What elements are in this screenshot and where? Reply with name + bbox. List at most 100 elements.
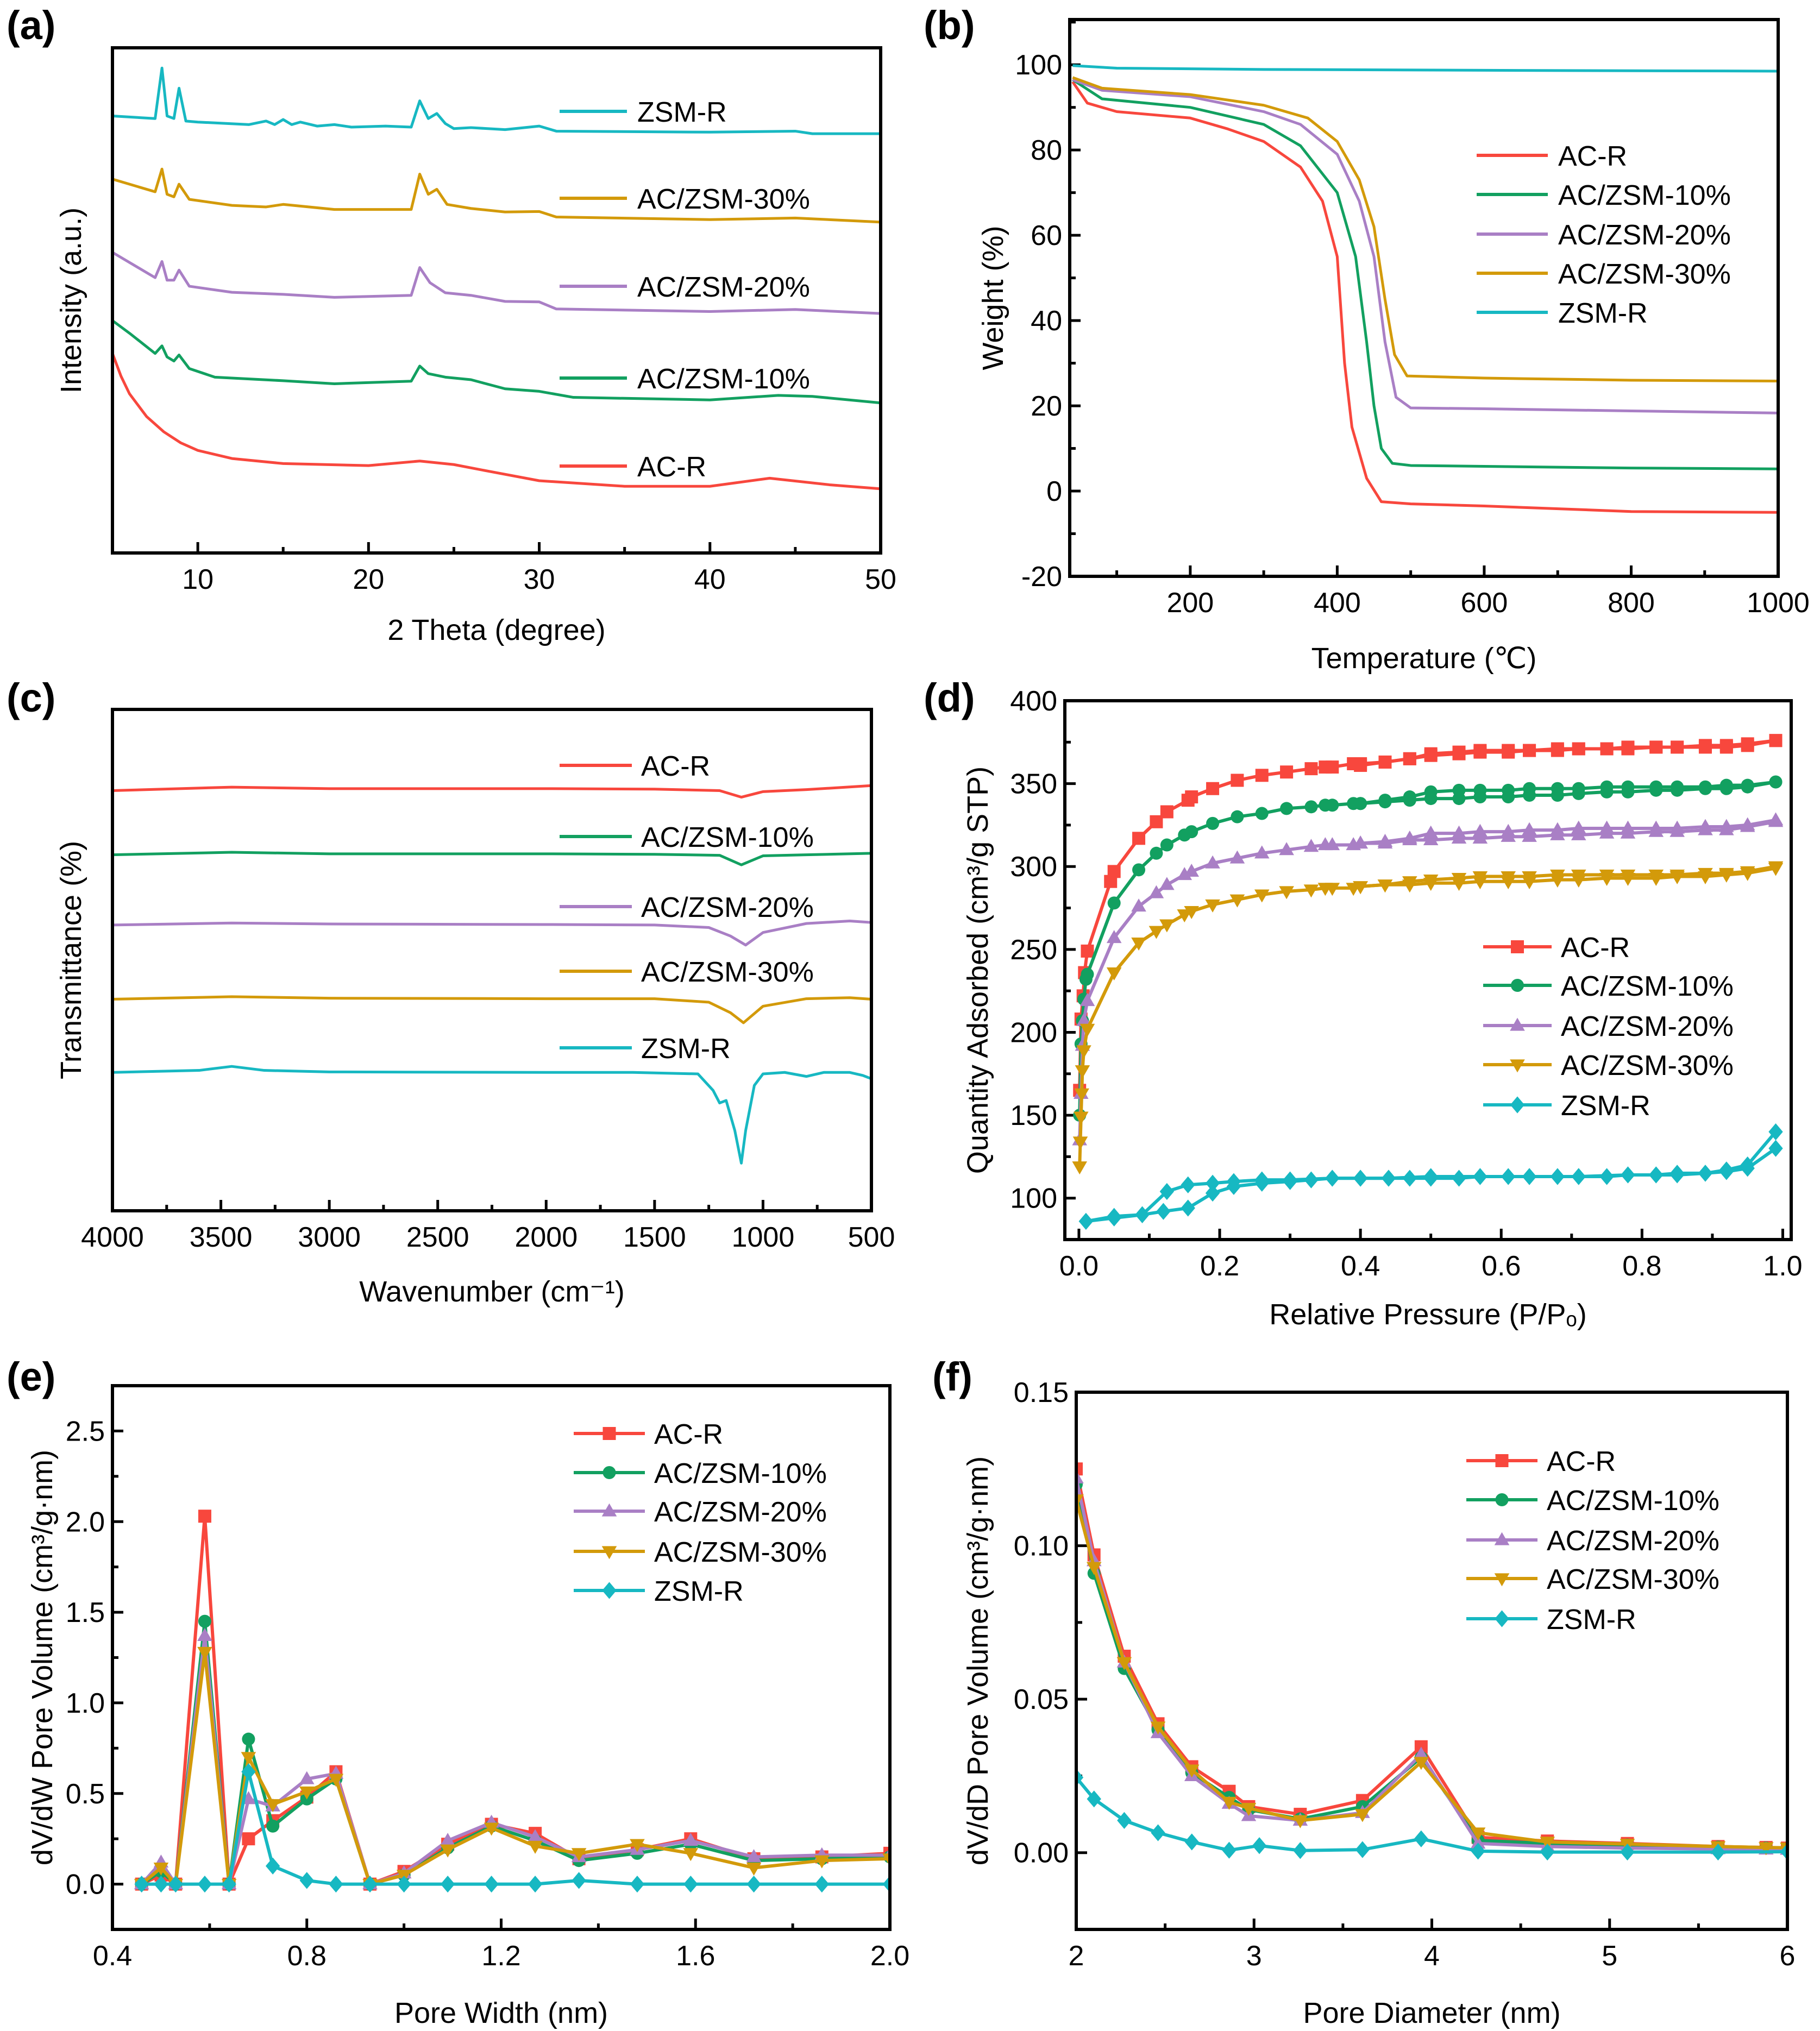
marker-triangle-up <box>1414 1746 1429 1760</box>
series-line <box>1072 78 1778 470</box>
marker-triangle-down <box>683 1848 699 1862</box>
marker-triangle-down <box>1620 869 1636 883</box>
legend-item: AC-R <box>574 1419 723 1450</box>
y-axis-title: Transmittance (%) <box>55 841 87 1079</box>
marker-circle <box>1354 797 1367 810</box>
marker-triangle-up <box>1494 1532 1510 1545</box>
legend-item: AC/ZSM-20% <box>1483 1011 1734 1042</box>
series-line <box>112 920 871 947</box>
legend-item: ZSM-R <box>1466 1604 1636 1636</box>
y-axis: 0.00 0.05 0.10 0.15 <box>1014 1377 1087 1931</box>
series-ac-zsm-30- <box>112 995 871 1024</box>
marker-diamond <box>1293 1842 1308 1859</box>
y-tick-label: 150 <box>1010 1100 1057 1131</box>
marker-diamond <box>222 1875 236 1893</box>
marker-triangle-down <box>1740 866 1755 879</box>
marker-diamond <box>1452 1169 1466 1187</box>
y-axis-title: dV/dW Pore Volume (cm³/g·nm) <box>26 1450 59 1865</box>
y-tick-label: 20 <box>1031 391 1062 422</box>
x-tick-label: 0.0 <box>1059 1250 1099 1282</box>
marker-triangle-up <box>299 1771 315 1784</box>
marker-circle <box>1649 780 1663 794</box>
marker-triangle-up <box>1177 867 1193 881</box>
panel-label: (a) <box>7 3 55 48</box>
x-tick-label: 6 <box>1780 1940 1796 1972</box>
y-tick-label: 0.5 <box>66 1778 105 1810</box>
marker-triangle-down <box>197 1646 212 1660</box>
marker-triangle-down <box>1719 867 1734 881</box>
marker-triangle-up <box>1522 822 1537 835</box>
marker-circle <box>1523 782 1536 795</box>
marker-triangle-down <box>746 1862 762 1876</box>
marker-triangle-up <box>197 1628 212 1642</box>
marker-triangle-up <box>1648 820 1664 834</box>
marker-diamond <box>602 1582 617 1599</box>
marker-diamond <box>1423 1168 1438 1185</box>
series-line <box>112 319 881 405</box>
marker-diamond <box>1283 1171 1297 1189</box>
series-zsm-r <box>112 66 881 135</box>
legend-item: AC/ZSM-20% <box>1477 219 1731 251</box>
marker-triangle-down <box>1292 1815 1308 1828</box>
legend-item: AC-R <box>560 751 710 782</box>
y-tick-label: 0.15 <box>1014 1377 1069 1409</box>
marker-diamond <box>1151 1824 1165 1841</box>
marker-diamond <box>241 1763 256 1781</box>
marker-triangle-up <box>1599 820 1615 834</box>
y-tick-label: 400 <box>1010 686 1057 717</box>
legend-item: AC/ZSM-10% <box>574 1458 827 1489</box>
marker-diamond <box>197 1875 212 1893</box>
marker-triangle-down <box>440 1844 455 1858</box>
series-ac-zsm-20- <box>1072 78 1778 414</box>
marker-circle <box>1502 783 1515 797</box>
marker-circle <box>1403 790 1416 804</box>
marker-triangle-down <box>1571 869 1586 883</box>
marker-diamond <box>1571 1168 1586 1185</box>
x-axis-title: Pore Width (nm) <box>394 1997 608 2029</box>
series-zsm-r <box>134 1763 890 1893</box>
legend-label: AC/ZSM-30% <box>1561 1050 1734 1081</box>
marker-triangle-down <box>1150 1721 1166 1735</box>
marker-triangle-up <box>1740 817 1755 831</box>
marker-square <box>1572 742 1585 756</box>
legend-label: ZSM-R <box>641 1033 731 1065</box>
marker-circle <box>1495 1493 1509 1506</box>
marker-circle <box>1424 785 1438 798</box>
marker-triangle-down <box>241 1752 256 1765</box>
marker-triangle-down <box>1074 1088 1089 1102</box>
marker-triangle-up <box>1279 842 1294 856</box>
x-axis: 2 3 4 5 6 <box>1069 1919 1796 1972</box>
panel-label: (c) <box>7 675 55 720</box>
series-ac-r <box>1071 81 1778 514</box>
marker-diamond <box>630 1875 645 1893</box>
x-tick-label: 20 <box>353 564 384 595</box>
marker-triangle-up <box>1550 822 1565 835</box>
marker-square <box>1378 755 1392 769</box>
marker-diamond <box>1522 1168 1537 1185</box>
y-axis: 100 150 200 250 300 350 400 <box>1010 686 1076 1241</box>
x-tick-label: 10 <box>182 564 214 595</box>
marker-triangle-up <box>1076 1013 1091 1026</box>
y-tick-label: 0.05 <box>1014 1684 1069 1715</box>
marker-diamond <box>1205 1174 1220 1192</box>
legend-item: AC/ZSM-30% <box>560 957 814 988</box>
x-tick-label: 0.4 <box>1341 1250 1380 1282</box>
marker-triangle-up <box>1522 828 1537 842</box>
marker-square <box>1741 739 1754 752</box>
marker-circle <box>1551 782 1564 795</box>
marker-diamond <box>1078 1212 1094 1230</box>
marker-square <box>1107 865 1121 878</box>
marker-diamond <box>397 1875 411 1893</box>
marker-square <box>1185 790 1198 804</box>
marker-circle <box>603 1466 616 1479</box>
y-tick-label: 100 <box>1010 1183 1057 1215</box>
marker-triangle-down <box>1325 883 1340 896</box>
marker-triangle-down <box>1241 1803 1257 1816</box>
marker-circle <box>1621 780 1635 794</box>
series-zsm-r <box>1078 1123 1783 1230</box>
marker-square <box>603 1427 616 1440</box>
marker-triangle-down <box>571 1848 587 1862</box>
marker-triangle-up <box>683 1833 699 1846</box>
series-zsm-r <box>112 1065 871 1165</box>
marker-circle <box>198 1614 211 1628</box>
